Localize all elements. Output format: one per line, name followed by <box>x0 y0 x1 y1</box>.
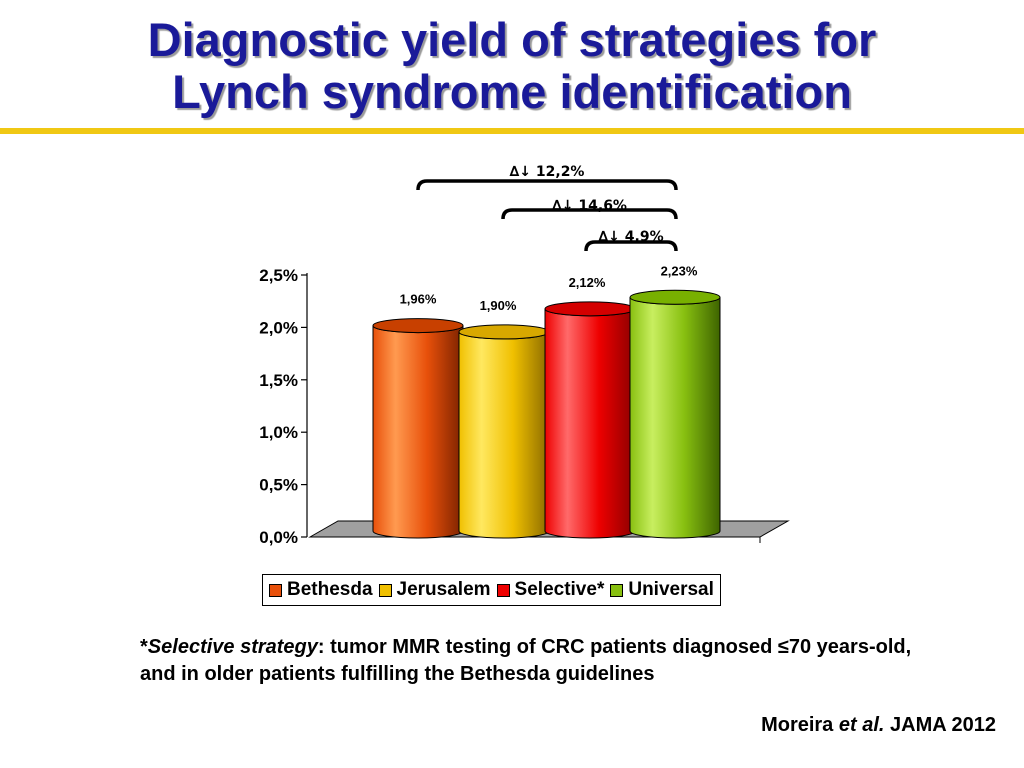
footnote-text: : tumor MMR testing of CRC patients diag… <box>140 636 912 685</box>
y-tick-label: 0,5% <box>259 476 298 495</box>
bar-chart: 0,0% 0,5% 1,0% 1,5% 2,0% 2,5% 1,96% 1,90% 2,12%… <box>259 164 790 547</box>
title-line-1: Diagnostic yield of strategies for <box>147 13 877 66</box>
legend-label-bethesda: Bethesda <box>287 579 373 600</box>
data-label-bethesda: 1,96% <box>400 292 437 307</box>
legend-item-selective: Selective* <box>496 579 605 601</box>
slide-title: Diagnostic yield of strategies for Lynch… <box>0 14 1024 118</box>
bar-universal <box>629 297 721 539</box>
comparison-label: ∆↓ 12,2% <box>510 164 585 180</box>
citation-etal: et al. <box>838 714 885 736</box>
legend-label-jerusalem: Jerusalem <box>396 579 491 600</box>
y-tick-label: 0,0% <box>259 528 298 547</box>
footnote: *Selective strategy: tumor MMR testing o… <box>140 634 940 688</box>
bar-top-selective <box>544 301 636 317</box>
data-label-selective: 2,12% <box>569 275 606 290</box>
comparison-label: ∆↓ 14,6% <box>552 198 627 214</box>
citation-author: Moreira <box>761 714 839 736</box>
legend-swatch-universal <box>610 583 624 597</box>
comparison-bracket <box>584 240 678 252</box>
bar-selective <box>544 308 636 539</box>
footnote-term: Selective strategy <box>147 636 318 658</box>
legend-swatch-selective <box>496 583 510 597</box>
title-line-2: Lynch syndrome identification <box>172 65 852 118</box>
data-label-universal: 2,23% <box>661 263 698 278</box>
title-divider <box>0 128 1024 134</box>
y-tick-label: 2,5% <box>259 266 298 285</box>
y-tick-label: 2,0% <box>259 318 298 337</box>
footnote-star: * <box>140 636 148 658</box>
legend-label-universal: Universal <box>628 579 714 600</box>
legend-label-selective: Selective* <box>514 579 605 600</box>
bar-jerusalem <box>458 331 550 539</box>
citation-journal: JAMA 2012 <box>884 714 996 736</box>
legend-swatch-bethesda <box>269 583 282 597</box>
comparison-bracket <box>416 179 678 191</box>
bar-bethesda <box>372 325 464 539</box>
y-tick-label: 1,0% <box>259 423 298 442</box>
comparison-bracket <box>501 208 678 220</box>
bar-top-bethesda <box>372 318 464 334</box>
bar-top-jerusalem <box>458 324 550 340</box>
comparison-label: ∆↓ 4,9% <box>598 229 663 245</box>
data-label-jerusalem: 1,90% <box>480 298 517 313</box>
legend-item-universal: Universal <box>610 579 714 601</box>
citation: Moreira et al. JAMA 2012 <box>761 714 996 737</box>
legend-swatch-jerusalem <box>378 583 392 597</box>
y-tick-label: 1,5% <box>259 371 298 390</box>
legend-item-bethesda: Bethesda <box>269 579 373 601</box>
legend-item-jerusalem: Jerusalem <box>378 579 491 601</box>
chart-legend: Bethesda Jerusalem Selective* Universal <box>262 574 721 606</box>
bar-top-universal <box>629 289 721 305</box>
